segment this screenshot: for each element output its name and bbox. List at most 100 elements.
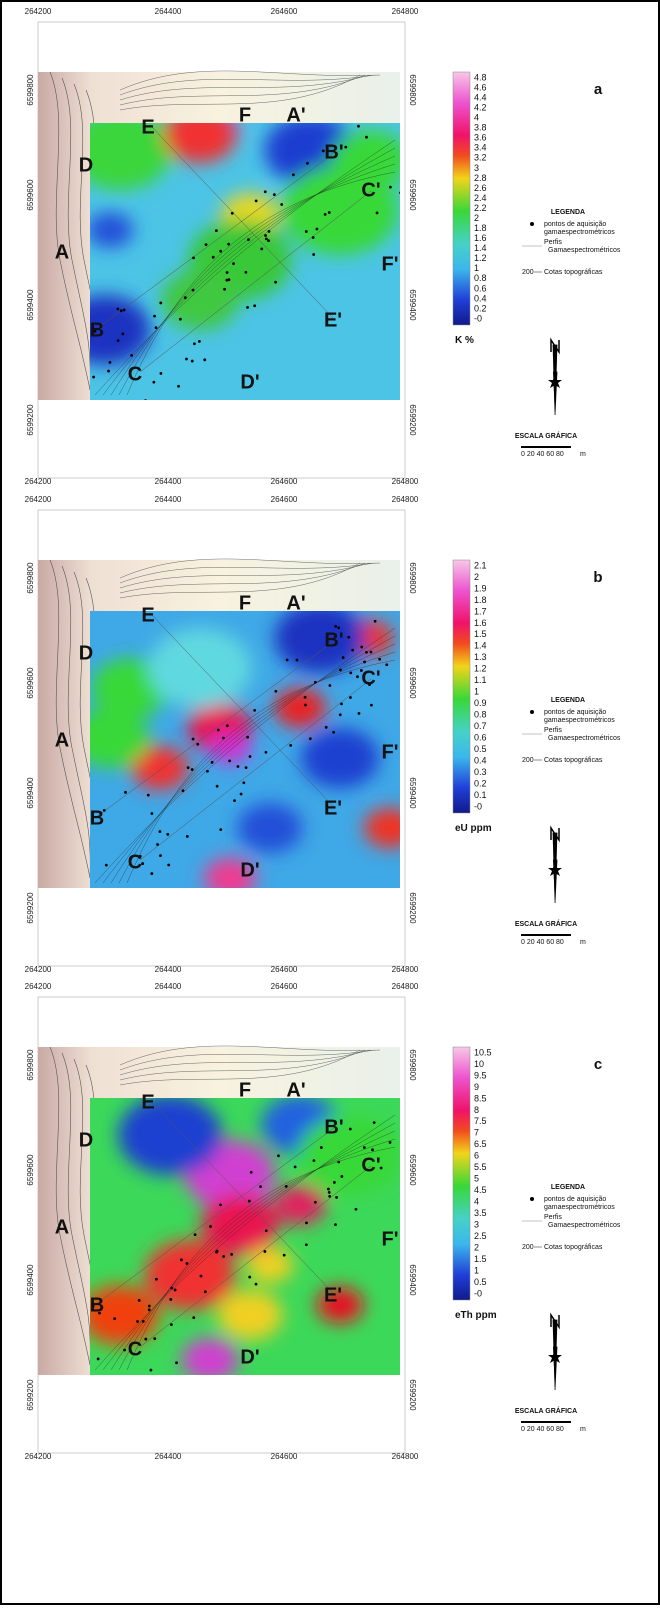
acquisition-point bbox=[247, 238, 250, 241]
acquisition-point bbox=[246, 736, 249, 739]
anomaly bbox=[364, 808, 416, 848]
acquisition-point bbox=[267, 239, 270, 242]
acquisition-point bbox=[340, 1175, 343, 1178]
x-tick-label: 264200 bbox=[25, 982, 52, 991]
acquisition-point bbox=[248, 1200, 251, 1203]
acquisition-point bbox=[340, 702, 343, 705]
acquisition-point bbox=[259, 1185, 262, 1188]
legend-title: LEGENDA bbox=[551, 697, 585, 704]
acquisition-point bbox=[273, 193, 276, 196]
acquisition-point bbox=[327, 1188, 330, 1191]
acquisition-point bbox=[198, 340, 201, 343]
x-tick-label: 264600 bbox=[271, 982, 298, 991]
scale-bar bbox=[521, 1421, 571, 1423]
acquisition-point bbox=[150, 812, 153, 815]
scale-bar bbox=[521, 446, 571, 448]
profile-label: B bbox=[90, 319, 104, 341]
profile-label: C' bbox=[361, 667, 380, 689]
acquisition-point bbox=[205, 243, 208, 246]
acquisition-point bbox=[253, 709, 256, 712]
acquisition-point bbox=[265, 237, 268, 240]
profile-label: F' bbox=[382, 253, 399, 275]
anomaly bbox=[301, 728, 379, 788]
acquisition-point bbox=[222, 737, 225, 740]
acquisition-point bbox=[142, 1320, 145, 1323]
acquisition-point bbox=[314, 1201, 317, 1204]
acquisition-point bbox=[332, 731, 335, 734]
acquisition-point bbox=[265, 751, 268, 754]
legend-item: gamaespectrométricos bbox=[544, 229, 615, 236]
acquisition-point bbox=[192, 1316, 195, 1319]
colorbar bbox=[453, 560, 470, 813]
acquisition-point bbox=[212, 256, 215, 259]
anomaly bbox=[247, 1247, 294, 1283]
colorbar-tick-label: 1.7 bbox=[474, 606, 487, 616]
acquisition-point bbox=[358, 712, 361, 715]
profile-label: A' bbox=[286, 592, 305, 614]
y-tick-label: 6599200 bbox=[408, 892, 417, 924]
legend-item: Cotas topográficas bbox=[544, 757, 603, 764]
acquisition-point bbox=[186, 835, 189, 838]
y-tick-label: 6599200 bbox=[26, 404, 35, 436]
y-tick-label: 6599800 bbox=[26, 1049, 35, 1081]
acquisition-point bbox=[155, 1278, 158, 1281]
acquisition-point bbox=[313, 1159, 316, 1162]
colorbar-tick-label: 1 bbox=[474, 263, 479, 273]
acquisition-point bbox=[120, 309, 123, 312]
colorbar-tick-label: 1.8 bbox=[474, 595, 487, 605]
y-tick-label: 6599200 bbox=[408, 404, 417, 436]
acquisition-point bbox=[286, 658, 289, 661]
acquisition-point bbox=[170, 1323, 173, 1326]
acquisition-point bbox=[240, 793, 243, 796]
colorbar-tick-label: 4.8 bbox=[474, 72, 487, 82]
profile-label: E bbox=[141, 604, 154, 626]
x-tick-label: 264400 bbox=[155, 495, 182, 504]
x-tick-label: 264800 bbox=[392, 982, 419, 991]
y-tick-label: 6599800 bbox=[408, 1049, 417, 1081]
acquisition-point bbox=[356, 675, 359, 678]
acquisition-point bbox=[339, 713, 342, 716]
acquisition-point bbox=[160, 372, 163, 375]
acquisition-point bbox=[325, 726, 328, 729]
acquisition-point bbox=[130, 354, 133, 357]
acquisition-point bbox=[177, 385, 180, 388]
colorbar-tick-label: 9.5 bbox=[474, 1070, 487, 1080]
colorbar-tick-label: 1.5 bbox=[474, 1254, 487, 1264]
colorbar-tick-label: 4.6 bbox=[474, 82, 487, 92]
y-tick-label: 6599400 bbox=[26, 289, 35, 321]
acquisition-point bbox=[351, 649, 354, 652]
colorbar-tick-label: 5.5 bbox=[474, 1162, 487, 1172]
colorbar-tick-label: 0.6 bbox=[474, 733, 487, 743]
y-tick-label: 6599600 bbox=[408, 667, 417, 699]
acquisition-point bbox=[355, 1208, 358, 1211]
acquisition-point bbox=[209, 1225, 212, 1228]
acquisition-point bbox=[109, 361, 112, 364]
colorbar-tick-label: 0.2 bbox=[474, 303, 487, 313]
acquisition-point bbox=[184, 296, 187, 299]
colorbar-tick-label: 1.8 bbox=[474, 223, 487, 233]
acquisition-point bbox=[182, 789, 185, 792]
acquisition-point bbox=[376, 211, 379, 214]
acquisition-point bbox=[185, 358, 188, 361]
y-tick-label: 6599800 bbox=[408, 562, 417, 594]
acquisition-point bbox=[342, 656, 345, 659]
profile-label: A bbox=[55, 241, 69, 263]
colorbar-tick-label: 1.6 bbox=[474, 233, 487, 243]
acquisition-point bbox=[196, 743, 199, 746]
acquisition-point bbox=[328, 211, 331, 214]
acquisition-point bbox=[373, 1121, 376, 1124]
profile-label: F bbox=[239, 104, 251, 126]
acquisition-point bbox=[136, 1320, 139, 1323]
acquisition-point bbox=[274, 281, 277, 284]
colorbar-tick-label: 1.2 bbox=[474, 253, 487, 263]
profile-label: E' bbox=[324, 797, 342, 819]
acquisition-point bbox=[280, 203, 283, 206]
profile-label: F bbox=[239, 592, 251, 614]
acquisition-point bbox=[116, 308, 119, 311]
acquisition-point bbox=[123, 1349, 126, 1352]
colorbar-tick-label: 4.2 bbox=[474, 103, 487, 113]
acquisition-point bbox=[312, 253, 315, 256]
profile-label: C bbox=[128, 1338, 142, 1360]
panel: 2642002642002644002644002646002646002648… bbox=[25, 7, 621, 486]
x-tick-label: 264800 bbox=[392, 965, 419, 974]
